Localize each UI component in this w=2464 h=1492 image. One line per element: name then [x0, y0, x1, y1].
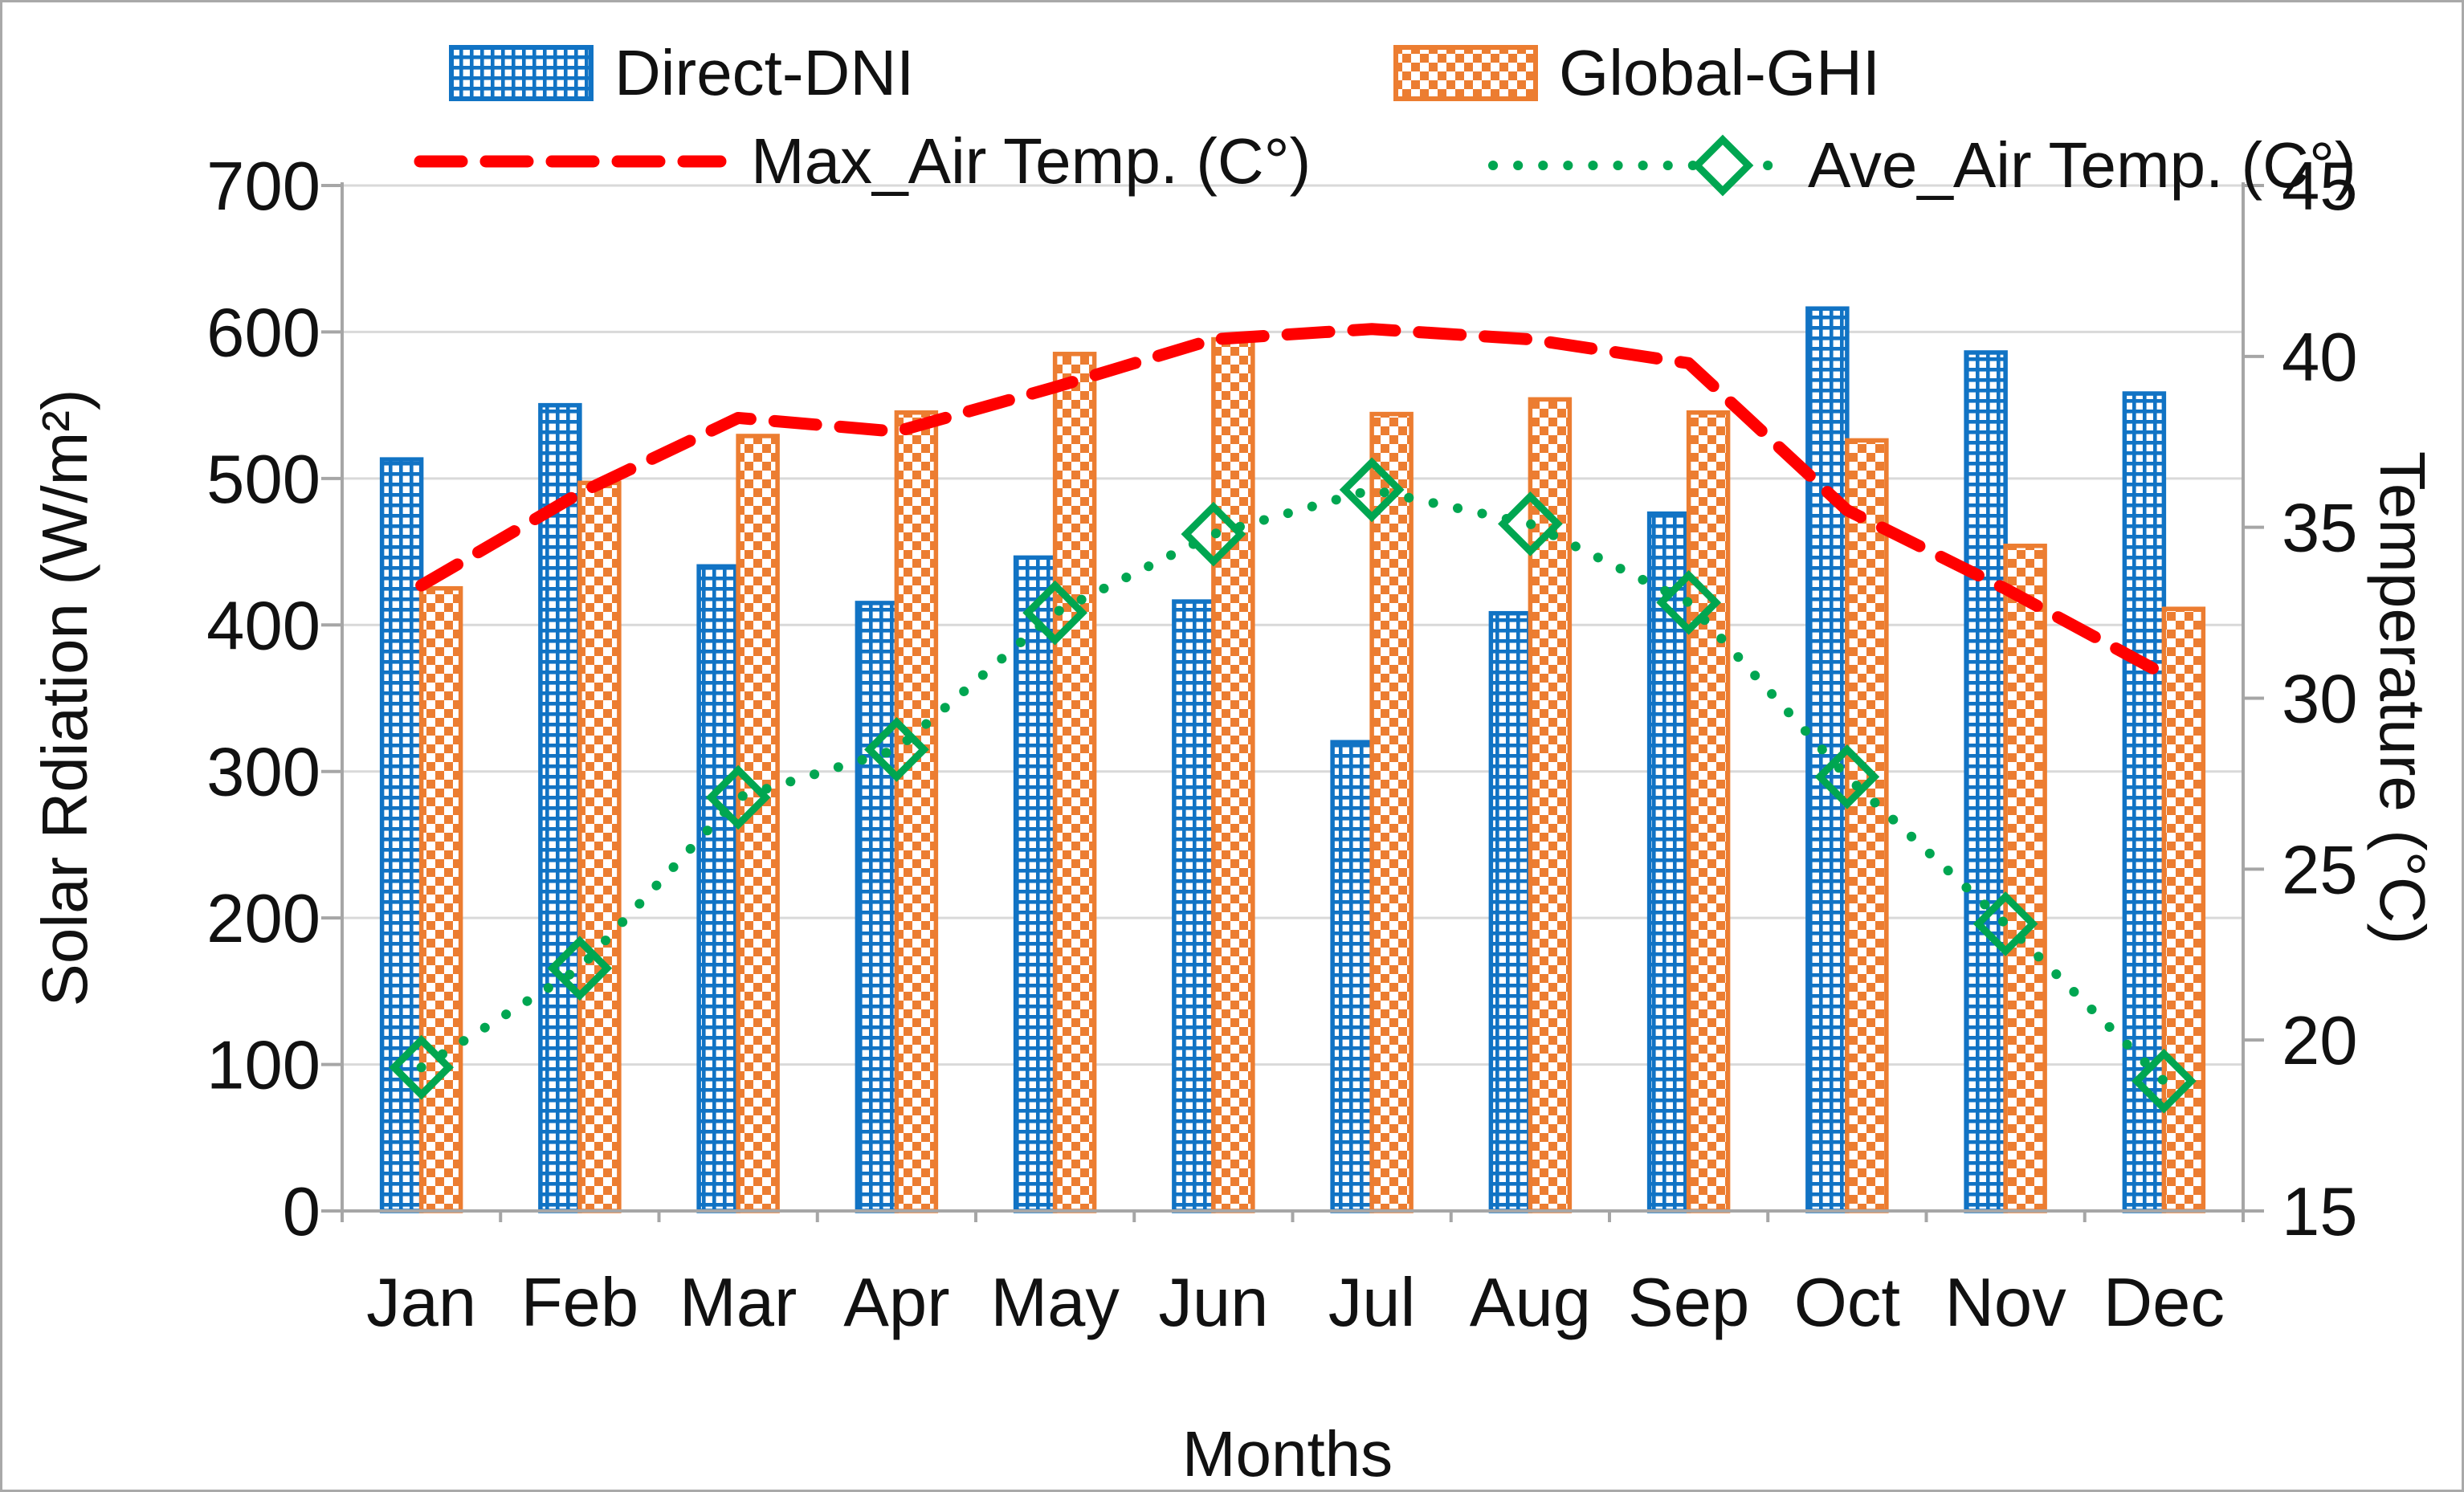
right-axis-title: Temperature (°C) [2367, 450, 2438, 945]
bar-direct-dni-Aug [1488, 610, 1533, 1213]
month-label-Jun: Jun [1158, 1265, 1268, 1341]
legend-label-global-ghi: Global-GHI [1559, 37, 1881, 108]
legend-item-global-ghi: Global-GHI [1393, 41, 1880, 105]
bar-global-ghi-Jan [418, 585, 463, 1213]
month-label-Apr: Apr [843, 1265, 949, 1341]
legend-label-max-air-temp: Max_Air Temp. (C°) [751, 125, 1312, 197]
left-tick-label-700: 700 [206, 149, 320, 225]
bar-global-ghi-Jul [1369, 411, 1414, 1213]
left-tick-label-0: 0 [283, 1174, 320, 1250]
ave-air-temp-marker-Jan [389, 1034, 454, 1100]
legend-item-direct-dni: Direct-DNI [449, 41, 914, 105]
left-tick-label-300: 300 [206, 735, 320, 811]
right-tick-label-45: 45 [2282, 149, 2358, 225]
legend-label-ave-air-temp: Ave_Air Temp. (C°) [1808, 129, 2356, 201]
right-tick-label-25: 25 [2282, 832, 2358, 908]
tick-labels-layer: 0 100 200 300 400 500 600 700 15 20 25 30 35 40 45 Jan F… [206, 149, 2357, 1341]
max-air-temp-line-icon [414, 155, 727, 168]
ave-air-temp-marker-Mar [705, 764, 771, 830]
ave-air-temp-marker-Oct [1814, 744, 1880, 809]
month-label-Sep: Sep [1628, 1265, 1749, 1341]
right-tick-label-30: 30 [2282, 662, 2358, 738]
bar-global-ghi-Jun [1211, 336, 1255, 1213]
right-tick-label-40: 40 [2282, 320, 2358, 396]
bar-global-ghi-Dec [2161, 606, 2206, 1213]
right-tick-label-20: 20 [2282, 1003, 2358, 1079]
left-tick-label-400: 400 [206, 588, 320, 664]
legend-item-max-air-temp: Max_Air Temp. (C°) [409, 129, 1311, 194]
bar-direct-dni-May [1013, 555, 1058, 1213]
temperature-lines-layer [389, 323, 2197, 1114]
bar-global-ghi-Sep [1686, 410, 1731, 1213]
bar-global-ghi-May [1052, 352, 1097, 1213]
bar-global-ghi-Feb [577, 480, 622, 1213]
month-label-Nov: Nov [1945, 1265, 2067, 1341]
max-air-temp-line [415, 323, 2170, 681]
bar-direct-dni-Sep [1646, 511, 1691, 1213]
axes-layer [321, 182, 2264, 1222]
ave-air-temp-marker-Aug [1498, 491, 1563, 556]
month-label-Jul: Jul [1328, 1265, 1416, 1341]
month-label-Mar: Mar [679, 1265, 797, 1341]
ave-air-temp-marker-Sep [1656, 569, 1721, 635]
left-tick-label-600: 600 [206, 295, 320, 371]
bar-direct-dni-Jan [379, 457, 424, 1213]
month-label-Aug: Aug [1470, 1265, 1591, 1341]
direct-dni-swatch-icon [449, 45, 594, 101]
month-label-Oct: Oct [1794, 1265, 1900, 1341]
left-tick-label-500: 500 [206, 442, 320, 518]
bar-direct-dni-Apr [855, 601, 900, 1213]
ave-air-temp-marker-Feb [547, 936, 613, 1001]
ave-air-temp-marker-Apr [864, 716, 929, 782]
ave-air-temp-line [416, 484, 2169, 1086]
right-tick-label-15: 15 [2282, 1174, 2358, 1250]
legend-label-direct-dni: Direct-DNI [614, 37, 915, 108]
left-tick-label-100: 100 [206, 1028, 320, 1104]
ave-air-temp-line-icon [1488, 134, 1781, 197]
global-ghi-swatch-icon [1393, 45, 1538, 101]
ave-air-temp-marker-Jul [1339, 457, 1405, 523]
ave-air-temp-marker-Jun [1181, 501, 1246, 567]
bar-global-ghi-Nov [2003, 544, 2047, 1213]
month-label-Jan: Jan [366, 1265, 476, 1341]
bar-direct-dni-Feb [538, 402, 582, 1213]
ave-air-temp-marker-May [1022, 580, 1087, 646]
month-label-Dec: Dec [2103, 1265, 2225, 1341]
month-label-Feb: Feb [521, 1265, 638, 1341]
bar-global-ghi-Oct [1845, 438, 1889, 1213]
bar-direct-dni-Mar [696, 564, 740, 1213]
right-tick-label-35: 35 [2282, 491, 2358, 567]
left-axis-title: Solar Rdiation (W/m²) [29, 389, 100, 1007]
bars-layer [379, 306, 2206, 1213]
ave-air-temp-marker-Dec [2132, 1048, 2197, 1114]
x-axis-title: Months [1181, 1418, 1393, 1490]
legend-item-ave-air-temp: Ave_Air Temp. (C°) [1482, 129, 2356, 202]
gridlines-layer [342, 184, 2243, 1066]
month-label-May: May [990, 1265, 1120, 1341]
ave-air-temp-marker-Nov [1972, 891, 2038, 956]
left-tick-label-200: 200 [206, 881, 320, 957]
bar-direct-dni-Nov [1964, 350, 2008, 1213]
bar-direct-dni-Jun [1172, 599, 1216, 1213]
bar-global-ghi-Apr [894, 410, 939, 1213]
bar-direct-dni-Jul [1330, 740, 1374, 1213]
